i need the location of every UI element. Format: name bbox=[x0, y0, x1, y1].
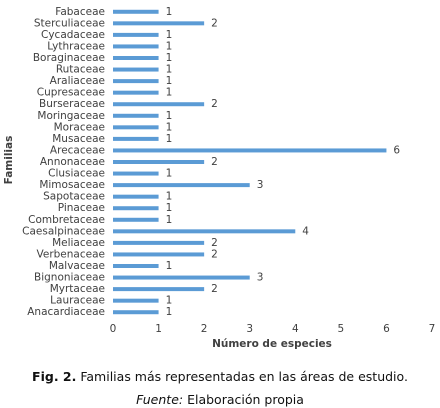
bar bbox=[113, 194, 159, 199]
x-tick-label: 1 bbox=[155, 323, 162, 335]
data-label: 1 bbox=[166, 133, 173, 145]
figure-source: Fuente: Elaboración propia bbox=[0, 392, 440, 407]
data-label: 1 bbox=[166, 87, 173, 99]
data-label: 1 bbox=[166, 40, 173, 52]
y-tick-label: Bignoniaceae bbox=[34, 272, 105, 284]
y-tick-label: Combretaceae bbox=[28, 214, 105, 226]
x-tick-label: 6 bbox=[383, 323, 390, 335]
data-label: 2 bbox=[211, 248, 218, 260]
data-label: 3 bbox=[257, 179, 264, 191]
bar bbox=[113, 102, 205, 107]
y-tick-label: Burseraceae bbox=[39, 98, 105, 110]
bar bbox=[113, 148, 387, 153]
data-label: 1 bbox=[166, 214, 173, 226]
bar bbox=[113, 217, 159, 222]
y-tick-label: Fabaceae bbox=[55, 6, 105, 18]
data-label: 1 bbox=[166, 52, 173, 64]
bar bbox=[113, 113, 159, 118]
y-tick-label: Cupresaceae bbox=[37, 87, 105, 99]
data-label: 1 bbox=[166, 6, 173, 18]
data-label: 1 bbox=[166, 75, 173, 87]
y-tick-label: Araliaceae bbox=[50, 75, 105, 87]
data-label: 2 bbox=[211, 98, 218, 110]
data-label: 1 bbox=[166, 29, 173, 41]
x-tick-label: 3 bbox=[246, 323, 253, 335]
figure-caption: Fig. 2. Familias más representadas en la… bbox=[0, 369, 440, 384]
y-tick-label: Arecaceae bbox=[50, 144, 105, 156]
bar bbox=[113, 264, 159, 268]
data-label: 3 bbox=[257, 272, 264, 284]
y-tick-label: Cycadaceae bbox=[41, 29, 105, 41]
caption-label: Fig. 2. bbox=[32, 369, 77, 384]
data-label: 1 bbox=[166, 110, 173, 122]
y-tick-label: Boraginaceae bbox=[33, 52, 105, 64]
y-tick-label: Annonaceae bbox=[40, 156, 105, 168]
bar bbox=[113, 67, 159, 72]
bar bbox=[113, 171, 159, 176]
y-tick-label: Caesalpinaceae bbox=[22, 225, 105, 237]
data-label: 1 bbox=[166, 202, 173, 214]
data-label: 1 bbox=[166, 306, 173, 318]
y-tick-label: Musaceae bbox=[52, 133, 105, 145]
data-label: 1 bbox=[166, 260, 173, 272]
bar bbox=[113, 136, 159, 141]
x-axis-title: Número de especies bbox=[212, 338, 332, 350]
bar bbox=[113, 56, 159, 60]
y-tick-label: Malvaceae bbox=[49, 260, 105, 272]
y-tick-label: Lythraceae bbox=[47, 40, 105, 52]
bar bbox=[113, 240, 205, 245]
y-tick-label: Mimosaceae bbox=[39, 179, 105, 191]
y-tick-label: Moringaceae bbox=[37, 110, 105, 122]
y-tick-label: Verbenaceae bbox=[37, 248, 106, 260]
y-tick-label: Lauraceae bbox=[50, 295, 105, 307]
y-tick-label: Pinaceae bbox=[58, 202, 105, 214]
x-tick-label: 2 bbox=[201, 323, 208, 335]
data-label: 1 bbox=[166, 64, 173, 76]
y-tick-label: Meliaceae bbox=[52, 237, 105, 249]
bar bbox=[113, 79, 159, 84]
bar bbox=[113, 310, 159, 315]
y-tick-label: Rutaceae bbox=[56, 64, 105, 76]
bar bbox=[113, 252, 205, 257]
bar bbox=[113, 9, 159, 14]
data-label: 1 bbox=[166, 191, 173, 203]
y-tick-label: Myrtaceae bbox=[50, 283, 105, 295]
bar bbox=[113, 206, 159, 211]
data-label: 1 bbox=[166, 121, 173, 133]
bar bbox=[113, 275, 250, 280]
bar bbox=[113, 183, 250, 188]
y-tick-label: Clusiaceae bbox=[48, 168, 105, 180]
x-tick-label: 4 bbox=[292, 323, 299, 335]
bar bbox=[113, 32, 159, 37]
source-text: Elaboración propia bbox=[187, 392, 304, 407]
bar bbox=[113, 298, 159, 303]
bar bbox=[113, 125, 159, 130]
data-label: 2 bbox=[211, 283, 218, 295]
caption-text: Familias más representadas en las áreas … bbox=[80, 369, 408, 384]
data-label: 4 bbox=[302, 225, 309, 237]
data-label: 2 bbox=[211, 237, 218, 249]
bar bbox=[113, 229, 296, 234]
data-label: 1 bbox=[166, 295, 173, 307]
bar bbox=[113, 90, 159, 95]
data-label: 2 bbox=[211, 156, 218, 168]
y-tick-label: Sterculiaceae bbox=[34, 17, 105, 29]
data-label: 6 bbox=[393, 144, 400, 156]
data-label: 1 bbox=[166, 168, 173, 180]
x-tick-label: 0 bbox=[110, 323, 117, 335]
bar bbox=[113, 44, 159, 49]
y-tick-label: Anacardiaceae bbox=[27, 306, 105, 318]
x-tick-label: 5 bbox=[338, 323, 345, 335]
x-tick-label: 7 bbox=[429, 323, 436, 335]
bar bbox=[113, 287, 205, 292]
chart: Número de especies Familias 0 1 2 3 4 5 6 7 Faba… bbox=[3, 6, 436, 350]
y-tick-label: Moraceae bbox=[54, 121, 105, 133]
bar bbox=[113, 21, 205, 26]
bar bbox=[113, 160, 205, 164]
data-label: 2 bbox=[211, 17, 218, 29]
source-label: Fuente: bbox=[136, 392, 184, 407]
y-tick-label: Sapotaceae bbox=[43, 191, 105, 203]
y-axis-title: Familias bbox=[3, 136, 15, 185]
